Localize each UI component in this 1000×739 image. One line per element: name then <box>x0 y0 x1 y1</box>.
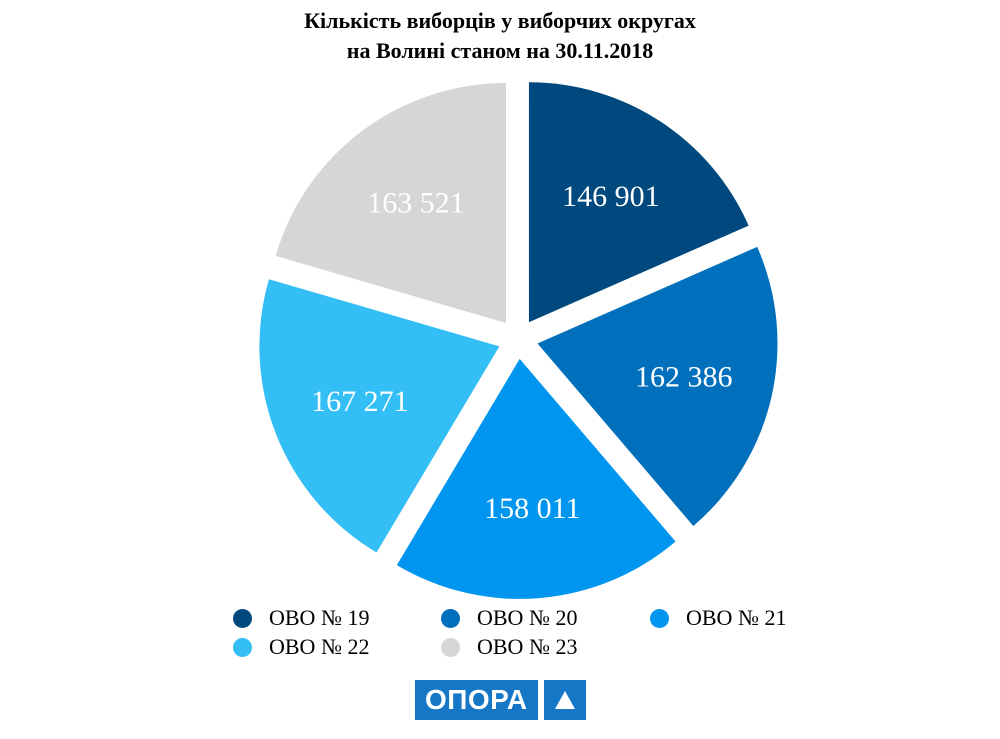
legend-label: ОВО № 22 <box>269 634 370 659</box>
legend-label: ОВО № 23 <box>477 634 578 659</box>
pie-slice-2 <box>537 246 778 526</box>
legend-item-ovo-19: ОВО № 19 <box>233 604 369 632</box>
legend-item-ovo-20: ОВО № 20 <box>441 604 577 632</box>
legend-item-ovo-22: ОВО № 22 <box>233 633 369 661</box>
pie-slice-4 <box>259 279 500 553</box>
slice-value-label-1: 146 901 <box>562 180 660 213</box>
slice-value-label-3: 158 011 <box>484 492 580 525</box>
pie-chart: 146 901 162 386 158 011 167 271 163 521 <box>259 82 778 599</box>
legend: ОВО № 19 ОВО № 20 ОВО № 21 ОВО № 22 ОВО … <box>0 600 1000 670</box>
legend-label: ОВО № 21 <box>686 605 787 630</box>
logo-text: ОПОРА <box>415 680 538 720</box>
slice-value-label-5: 163 521 <box>367 187 465 220</box>
legend-item-ovo-21: ОВО № 21 <box>650 604 786 632</box>
legend-marker <box>441 637 460 657</box>
legend-marker <box>233 637 252 657</box>
pie-slice-1 <box>528 82 749 323</box>
chart-title: Кількість виборців у виборчих округах на… <box>0 6 1000 66</box>
legend-item-ovo-23: ОВО № 23 <box>441 633 577 661</box>
triangle-icon <box>543 680 586 720</box>
slice-value-label-2: 162 386 <box>635 360 733 393</box>
slice-value-label-4: 167 271 <box>311 385 409 418</box>
legend-label: ОВО № 19 <box>269 605 370 630</box>
pie-slice-3 <box>396 358 676 599</box>
chart-title-line-2: на Волині станом на 30.11.2018 <box>346 38 654 63</box>
opora-logo: ОПОРА <box>415 680 586 720</box>
legend-marker <box>233 608 252 628</box>
logo-gap <box>537 680 544 720</box>
chart-title-line-1: Кількість виборців у виборчих округах <box>304 8 696 33</box>
legend-marker <box>441 608 460 628</box>
pie-slice-5 <box>275 83 506 324</box>
legend-marker <box>650 608 669 628</box>
legend-label: ОВО № 20 <box>477 605 578 630</box>
